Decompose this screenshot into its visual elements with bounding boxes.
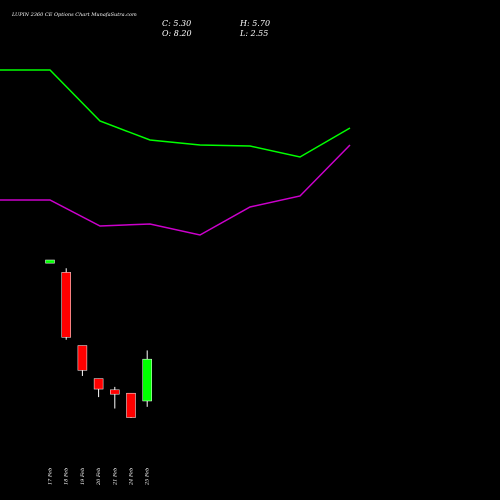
lower-indicator-line (0, 144, 351, 236)
date-label: 20 Feb (96, 468, 102, 486)
date-labels: 17 Feb 18 Feb 19 Feb 20 Feb 21 Feb 24 Feb 25 F… (48, 468, 151, 486)
candle-body (93, 378, 104, 390)
candle-20-feb (93, 378, 104, 398)
candle-body (110, 389, 120, 395)
candle-body (45, 259, 55, 264)
date-label: 17 Feb (48, 468, 54, 485)
chart-title: LUPIN 2360 CE Options Chart MunafaSutra.… (11, 12, 137, 18)
candle-19-feb (77, 345, 88, 376)
candle-17-feb (45, 259, 55, 264)
candle-24-feb (126, 392, 136, 418)
open-value: O: 8.20 (162, 29, 192, 38)
candles (45, 259, 152, 418)
candle-21-feb (110, 386, 120, 409)
candle-body (77, 345, 88, 371)
upper-indicator-line (0, 69, 351, 158)
date-label: 18 Feb (64, 468, 70, 485)
indicator-lines (0, 69, 351, 236)
candle-body (142, 358, 152, 402)
date-label: 24 Feb (129, 468, 135, 486)
close-value: C: 5.30 (162, 19, 191, 28)
date-label: 25 Feb (145, 468, 151, 486)
candle-body (61, 272, 71, 338)
candle-body (126, 392, 136, 418)
high-value: H: 5.70 (239, 19, 270, 28)
low-value: L: 2.55 (239, 29, 268, 38)
date-label: 19 Feb (80, 468, 86, 485)
candle-18-feb (61, 268, 71, 340)
date-label: 21 Feb (112, 468, 118, 486)
candle-25-feb (142, 350, 152, 407)
